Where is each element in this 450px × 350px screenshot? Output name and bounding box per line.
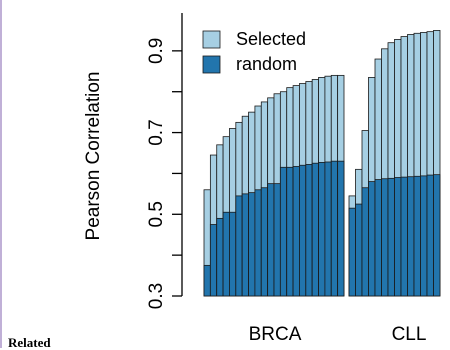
bar-random-brca-7 [241, 193, 249, 297]
legend-swatch-selected [202, 30, 221, 49]
y-ticks: 0.3 0.5 0.7 0.9 [146, 38, 182, 309]
group-labels: BRCA CLL [249, 324, 427, 345]
legend-label-selected: Selected [236, 29, 306, 49]
bars-layer [203, 30, 441, 297]
bar-random-brca-10 [260, 187, 269, 297]
y-tick-label-0.9: 0.9 [146, 38, 167, 64]
left-edge-rule [0, 0, 2, 348]
bar-random-brca-8 [248, 192, 256, 297]
bar-random-brca-11 [267, 183, 275, 297]
legend-swatch-random [202, 55, 221, 74]
bar-random-cll-3 [361, 187, 369, 297]
y-axis-title: Pearson Correlation [83, 72, 104, 241]
corner-caption-text: Related [8, 335, 51, 350]
y-tick-label-0.3: 0.3 [146, 283, 167, 309]
group-label-cll: CLL [392, 324, 427, 345]
bar-random-cll-13 [426, 174, 434, 297]
bar-random-cll-8 [394, 177, 402, 297]
legend-label-random: random [236, 54, 297, 74]
bar-random-brca-21 [330, 160, 339, 297]
y-tick-label-0.5: 0.5 [146, 201, 167, 227]
bar-random-cll-14 [433, 174, 441, 297]
bar-random-brca-12 [273, 183, 281, 297]
bar-random-brca-5 [229, 211, 237, 297]
bar-random-cll-9 [400, 176, 408, 297]
bar-random-brca-2 [209, 224, 218, 297]
bar-random-brca-6 [235, 195, 243, 297]
bar-random-brca-20 [324, 161, 332, 297]
bar-random-cll-12 [420, 175, 428, 297]
y-tick-label-0.7: 0.7 [146, 119, 167, 145]
bar-random-cll-10 [407, 176, 415, 297]
bar-random-cll-1 [348, 207, 356, 297]
legend: Selected random [202, 29, 306, 74]
bar-random-brca-16 [299, 164, 307, 297]
bar-random-cll-2 [355, 203, 363, 297]
bar-random-brca-3 [216, 217, 224, 297]
bar-random-brca-19 [318, 161, 326, 297]
bar-random-brca-17 [305, 164, 313, 297]
group-label-brca: BRCA [249, 324, 302, 345]
bar-random-cll-11 [413, 175, 421, 297]
bar-random-brca-4 [222, 211, 230, 297]
bar-random-brca-15 [292, 166, 300, 297]
bar-random-brca-18 [311, 162, 319, 297]
bar-random-cll-7 [387, 177, 395, 297]
bar-random-cll-6 [381, 178, 389, 297]
bar-random-cll-4 [368, 181, 376, 297]
bar-random-brca-1 [203, 264, 211, 297]
bar-random-brca-14 [286, 166, 294, 297]
bar-random-brca-13 [279, 166, 288, 297]
bar-random-brca-22 [337, 160, 345, 297]
bar-random-cll-5 [374, 179, 382, 297]
bar-random-brca-9 [254, 189, 262, 297]
